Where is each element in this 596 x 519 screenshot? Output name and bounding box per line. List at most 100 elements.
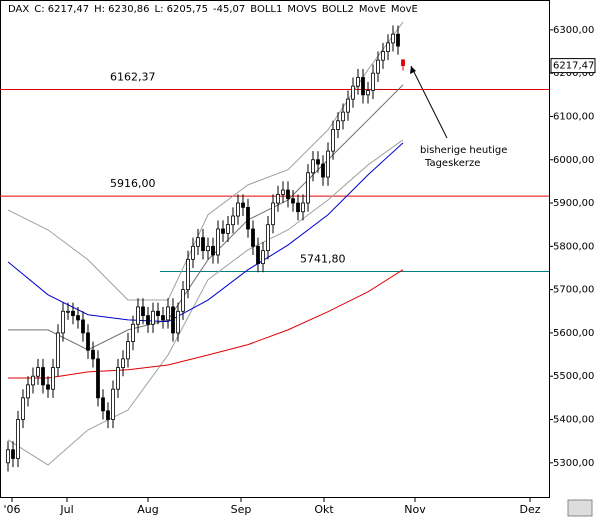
- y-tick-label: 5300,00: [553, 458, 594, 469]
- candle-body: [331, 129, 335, 152]
- candle-body: [131, 323, 135, 342]
- candle-body: [116, 367, 120, 390]
- candle-body: [221, 228, 225, 234]
- candle-body: [41, 367, 45, 386]
- plot-frame: [0, 0, 550, 498]
- candle-body: [101, 397, 105, 412]
- header-text: L: 6205,75: [155, 4, 208, 15]
- candle-body: [371, 72, 375, 91]
- y-tick-label: 6200,00: [553, 68, 594, 79]
- x-tick-label: Sep: [231, 503, 252, 516]
- y-tick-label: 5900,00: [553, 198, 594, 209]
- candle-body: [106, 410, 110, 420]
- legend-entry: MOVS: [287, 4, 317, 15]
- candle-body: [211, 245, 215, 256]
- candle-body: [76, 315, 80, 321]
- candle-body: [261, 250, 265, 265]
- last-price-box: [550, 58, 596, 74]
- y-tick-label: 5500,00: [553, 371, 594, 382]
- candle-body: [351, 85, 355, 100]
- candle-body: [201, 237, 205, 252]
- candle-body: [231, 215, 235, 226]
- candle-body: [291, 198, 295, 204]
- candle-body: [266, 224, 270, 252]
- candle-body: [126, 341, 130, 360]
- candle-body: [311, 159, 315, 174]
- x-tick-label: Nov: [404, 503, 426, 516]
- indicator-line: [8, 84, 404, 351]
- candle-body: [336, 120, 340, 130]
- candle-body: [136, 306, 140, 325]
- candle-body: [366, 90, 370, 96]
- candle-body: [146, 315, 150, 325]
- candle-body: [36, 367, 40, 377]
- candle-body: [191, 245, 195, 260]
- candle-body: [356, 77, 360, 87]
- candle-body: [256, 245, 260, 265]
- indicator-line: [7, 142, 404, 323]
- candle-body: [16, 419, 20, 459]
- scroll-icon[interactable]: [567, 499, 593, 517]
- candle-body: [346, 98, 350, 113]
- indicator-line: [7, 139, 404, 466]
- candle-body: [216, 228, 220, 256]
- candle-body: [226, 224, 230, 234]
- y-tick-label: 5700,00: [553, 285, 594, 296]
- candle-body: [276, 193, 280, 204]
- candle-body: [156, 310, 160, 317]
- candle-body: [401, 59, 405, 67]
- x-tick-label: '06: [3, 503, 20, 516]
- legend-entry: MovE: [391, 4, 418, 15]
- candle-body: [171, 306, 175, 334]
- y-tick-label: 5800,00: [553, 241, 594, 252]
- candle-body: [151, 310, 155, 325]
- y-tick-label: 6300,00: [553, 25, 594, 36]
- candle-body: [376, 59, 380, 74]
- header-text: DAX: [8, 4, 29, 15]
- candle-body: [321, 163, 325, 178]
- candle-body: [246, 206, 250, 230]
- candle-body: [111, 388, 115, 420]
- candle-body: [81, 319, 85, 334]
- legend-entry: BOLL2: [322, 4, 354, 15]
- candle-body: [166, 306, 170, 321]
- legend-entry: MovE: [359, 4, 386, 15]
- candle-body: [196, 237, 200, 247]
- candle-body: [61, 310, 65, 334]
- y-tick-label: 5600,00: [553, 328, 594, 339]
- y-tick-label: 6100,00: [553, 111, 594, 122]
- candle-body: [181, 289, 185, 312]
- indicator-line: [7, 21, 404, 301]
- candle-body: [161, 315, 165, 321]
- legend-entry: BOLL1: [250, 4, 282, 15]
- candle-body: [206, 245, 210, 252]
- candle-body: [186, 258, 190, 291]
- candle-body: [21, 397, 25, 420]
- candle-body: [301, 202, 305, 213]
- candle-body: [66, 310, 70, 313]
- candle-body: [241, 202, 245, 208]
- last-price-label: 6217,47: [553, 61, 594, 72]
- annotation: bisherige heutige: [420, 145, 507, 156]
- indicator-line: [8, 269, 404, 379]
- candle-body: [51, 367, 55, 390]
- candle-body: [86, 332, 90, 351]
- level-label: 5916,00: [110, 177, 156, 190]
- candle-body: [31, 375, 35, 386]
- y-tick-label: 5400,00: [553, 415, 594, 426]
- candle-body: [271, 202, 275, 226]
- candle-body: [251, 228, 255, 247]
- arrow-head: [410, 66, 416, 74]
- level-label: 6162,37: [110, 70, 156, 83]
- header-text: C: 6217,47: [34, 4, 89, 15]
- header-text: -45,07: [213, 4, 245, 15]
- candle-body: [11, 449, 15, 459]
- candle-body: [361, 77, 365, 96]
- candle-body: [326, 150, 330, 178]
- candle-body: [236, 202, 240, 217]
- candle-body: [71, 310, 75, 317]
- candle-body: [96, 358, 100, 399]
- candle-body: [306, 172, 310, 204]
- candle-body: [121, 358, 125, 368]
